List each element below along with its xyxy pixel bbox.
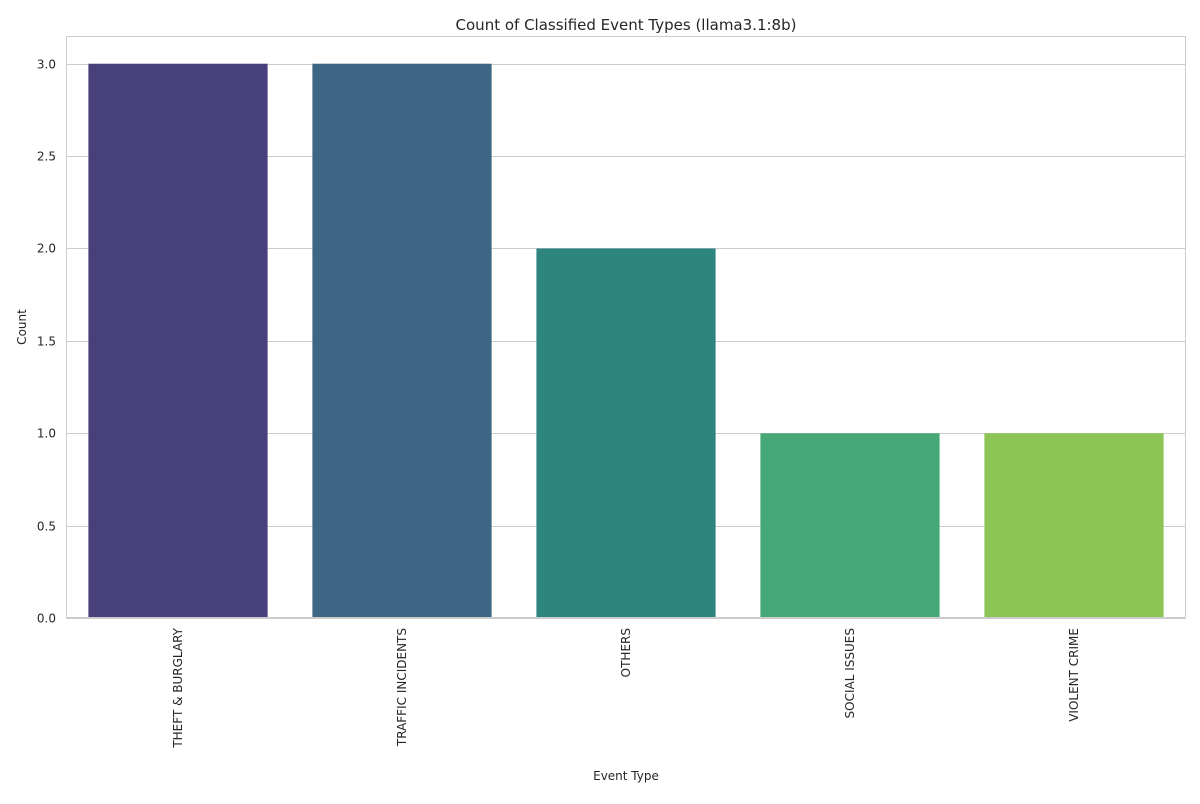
y-tick-labels: 0.0 0.5 1.0 1.5 2.0 2.5 3.0 xyxy=(37,58,56,626)
bar xyxy=(760,433,940,618)
x-tick-label: TRAFFIC INCIDENTS xyxy=(395,628,409,747)
y-tick-label: 1.0 xyxy=(37,427,56,441)
y-tick-label: 2.5 xyxy=(37,150,56,164)
y-axis-label: Count xyxy=(15,309,29,345)
x-tick-labels: THEFT & BURGLARY TRAFFIC INCIDENTS OTHERS S… xyxy=(171,627,1081,748)
x-tick-label: SOCIAL ISSUES xyxy=(843,628,857,718)
bar xyxy=(984,433,1164,618)
plot-frame xyxy=(66,36,1186,618)
x-axis-label: Event Type xyxy=(593,769,659,783)
y-tick-label: 2.0 xyxy=(37,242,56,256)
chart-title: Count of Classified Event Types (llama3.… xyxy=(456,16,797,34)
bar xyxy=(312,63,492,618)
x-tick-label: THEFT & BURGLARY xyxy=(171,627,185,748)
bar xyxy=(88,63,268,618)
y-tick-label: 1.5 xyxy=(37,335,56,349)
bars xyxy=(88,63,1164,618)
x-tick-label: VIOLENT CRIME xyxy=(1067,628,1081,722)
bar xyxy=(536,248,716,618)
y-tick-label: 3.0 xyxy=(37,58,56,72)
x-tick-label: OTHERS xyxy=(619,628,633,677)
y-tick-label: 0.5 xyxy=(37,520,56,534)
y-tick-label: 0.0 xyxy=(37,612,56,626)
